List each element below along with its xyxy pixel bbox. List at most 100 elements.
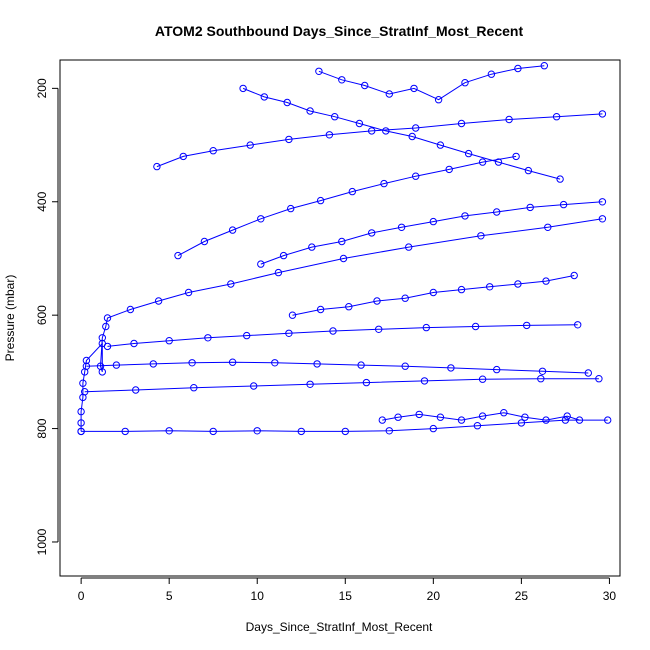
- series-12: [315, 61, 548, 104]
- series-9: [378, 409, 584, 424]
- data-point: [126, 305, 135, 314]
- data-point: [165, 427, 173, 435]
- data-point: [505, 115, 513, 124]
- data-point: [575, 416, 584, 424]
- data-point: [540, 61, 548, 70]
- data-point: [478, 375, 487, 383]
- data-point: [563, 412, 571, 420]
- data-point: [338, 237, 346, 246]
- data-point: [477, 232, 485, 240]
- data-point: [457, 285, 466, 294]
- data-point: [410, 84, 418, 93]
- series-line: [242, 87, 561, 180]
- data-point: [380, 179, 388, 188]
- series-5: [103, 321, 582, 351]
- data-point: [378, 416, 386, 424]
- series-8: [257, 198, 607, 268]
- data-point: [517, 419, 526, 427]
- data-point: [316, 196, 325, 205]
- data-point: [457, 416, 466, 424]
- data-point: [348, 187, 356, 196]
- data-point: [112, 361, 121, 369]
- data-point: [526, 203, 534, 212]
- data-point: [471, 322, 480, 331]
- series-line: [177, 155, 517, 257]
- data-point: [385, 427, 393, 435]
- data-point: [461, 212, 469, 220]
- x-tick-label: 15: [339, 589, 353, 603]
- y-tick-label: 800: [35, 418, 49, 438]
- data-point: [401, 294, 409, 302]
- data-point: [174, 251, 182, 260]
- data-point: [436, 141, 445, 149]
- data-point: [325, 131, 334, 139]
- data-point: [228, 358, 237, 366]
- data-point: [257, 215, 265, 223]
- data-point: [82, 362, 91, 370]
- data-point: [556, 175, 564, 183]
- data-point: [604, 416, 612, 424]
- data-point: [584, 369, 592, 377]
- data-point: [345, 303, 353, 311]
- series-line: [84, 378, 599, 393]
- data-point: [184, 288, 193, 297]
- data-point: [598, 110, 607, 118]
- data-point: [297, 427, 305, 436]
- data-point: [408, 132, 416, 141]
- data-point: [285, 329, 293, 337]
- data-point: [179, 152, 188, 161]
- data-point: [228, 226, 237, 234]
- data-point: [544, 223, 552, 232]
- data-point: [283, 98, 291, 107]
- data-point: [521, 413, 529, 421]
- data-point: [478, 158, 487, 166]
- data-point: [77, 407, 85, 416]
- data-point: [82, 356, 91, 365]
- data-point: [103, 342, 112, 351]
- data-point: [405, 243, 413, 251]
- data-point: [274, 268, 283, 277]
- data-point: [394, 413, 402, 421]
- data-point: [524, 166, 533, 175]
- data-point: [412, 172, 420, 180]
- series-4: [82, 358, 592, 377]
- data-point: [514, 280, 522, 288]
- data-point: [306, 380, 314, 388]
- data-point: [478, 412, 487, 420]
- data-point: [338, 76, 346, 84]
- data-point: [422, 323, 430, 332]
- data-point: [209, 147, 217, 155]
- data-point: [287, 204, 295, 213]
- series-7: [239, 84, 564, 183]
- data-point: [149, 360, 158, 368]
- data-point: [98, 334, 107, 342]
- data-point: [373, 297, 381, 305]
- data-point: [165, 337, 173, 345]
- data-point: [523, 321, 531, 330]
- data-point: [243, 331, 251, 340]
- data-point: [420, 377, 429, 385]
- data-point: [271, 359, 279, 367]
- y-tick-label: 200: [35, 78, 49, 98]
- data-point: [598, 198, 607, 206]
- data-point: [130, 339, 138, 348]
- data-point: [306, 107, 314, 115]
- data-point: [362, 378, 371, 387]
- data-point: [412, 124, 420, 132]
- data-point: [487, 70, 496, 78]
- series-line: [292, 275, 575, 316]
- data-point: [200, 237, 209, 246]
- data-point: [598, 215, 607, 223]
- data-point: [209, 427, 217, 436]
- data-point: [355, 119, 364, 128]
- data-point: [204, 334, 212, 342]
- series-2: [77, 416, 612, 436]
- data-point: [285, 135, 293, 144]
- data-point: [253, 427, 261, 435]
- series-line: [156, 113, 603, 168]
- data-point: [538, 367, 547, 375]
- y-tick-label: 1000: [35, 528, 49, 555]
- data-point: [429, 217, 437, 226]
- data-point: [429, 424, 437, 433]
